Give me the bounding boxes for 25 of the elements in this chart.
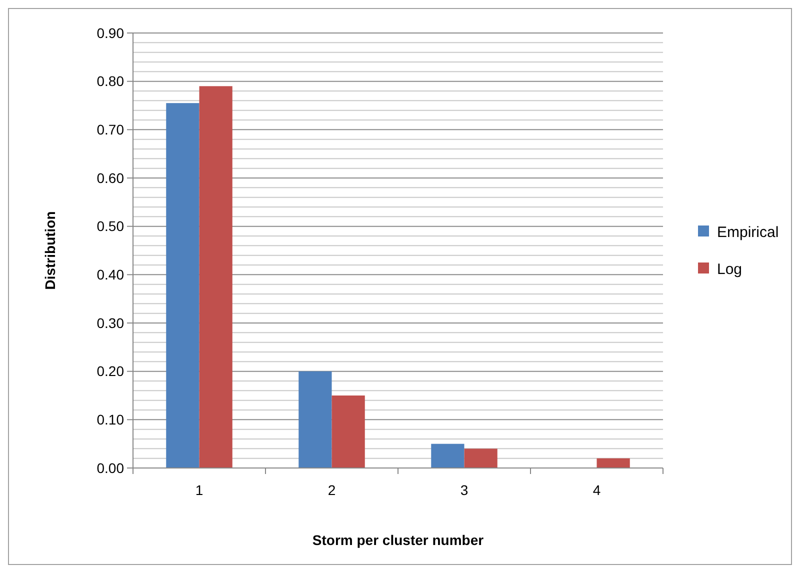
bar [596, 458, 630, 468]
bar [464, 448, 498, 468]
legend-label: Log [717, 260, 742, 278]
y-tick-label: 0.30 [96, 314, 124, 331]
bar [199, 86, 232, 468]
x-tick-label: 1 [195, 482, 204, 498]
y-tick-label: 0.90 [96, 24, 124, 41]
y-tick-label: 0.70 [96, 122, 124, 138]
x-tick-label: 3 [460, 482, 468, 498]
bar [166, 103, 200, 468]
bar [298, 371, 332, 468]
bar [332, 396, 365, 468]
y-tick-label: 0.40 [96, 266, 124, 283]
bar [431, 444, 464, 468]
y-axis-title: Distribution [42, 211, 58, 290]
x-tick-label: 4 [592, 482, 601, 498]
x-axis-title: Storm per cluster number [312, 532, 484, 548]
y-tick-label: 0.10 [96, 412, 124, 428]
y-tick-label: 0.60 [96, 170, 124, 186]
y-tick-label: 0.50 [96, 218, 124, 234]
x-tick-label: 2 [328, 482, 336, 498]
y-tick-label: 0.80 [96, 73, 124, 90]
text: 0.00 [96, 460, 124, 476]
y-tick-label: 0.20 [96, 363, 124, 380]
legend-label: Empirical [717, 224, 779, 241]
